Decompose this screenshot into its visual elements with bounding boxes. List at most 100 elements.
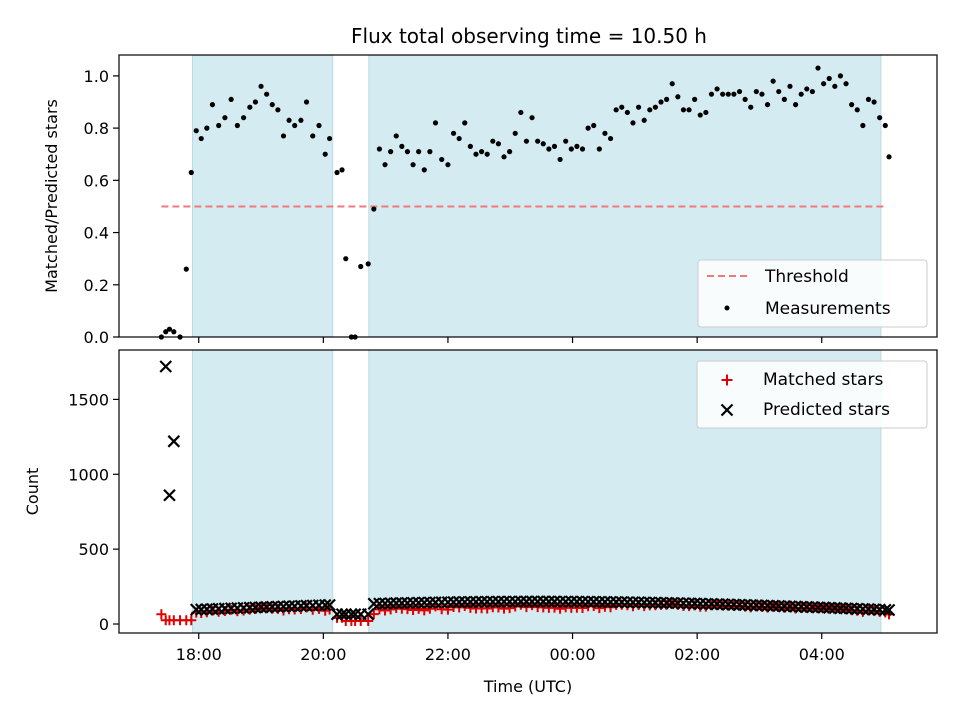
predicted-star-marker bbox=[345, 608, 358, 621]
matched-star-marker bbox=[555, 603, 566, 614]
measurement-point bbox=[652, 104, 659, 110]
predicted-star-marker bbox=[486, 595, 500, 609]
measurement-point bbox=[421, 167, 427, 173]
predicted-star-marker bbox=[348, 608, 362, 621]
measurement-point bbox=[664, 96, 670, 102]
x-tick-label: 18:00 bbox=[176, 645, 222, 664]
predicted-star-marker bbox=[447, 595, 460, 609]
predicted-star-marker bbox=[361, 608, 375, 621]
measurement-point bbox=[877, 115, 883, 121]
matched-star-marker bbox=[721, 374, 733, 386]
matched-star-marker bbox=[156, 609, 167, 620]
measurement-point bbox=[731, 91, 737, 97]
measurements-legend-label: Measurements bbox=[765, 299, 891, 319]
matched-legend-sample bbox=[721, 374, 733, 386]
predicted-star-marker bbox=[406, 596, 420, 610]
measurement-point bbox=[886, 154, 892, 160]
measurement-point bbox=[427, 149, 433, 155]
predicted-star-marker bbox=[688, 597, 701, 610]
measurement-point bbox=[871, 99, 877, 105]
matched-star-marker bbox=[408, 605, 419, 616]
measurement-point bbox=[647, 107, 653, 113]
predicted-star-marker bbox=[464, 595, 477, 609]
measurement-point bbox=[703, 109, 709, 116]
predicted-star-marker bbox=[615, 595, 629, 609]
predicted-star-marker bbox=[339, 608, 353, 621]
predicted-star-marker bbox=[441, 595, 455, 609]
measurement-point bbox=[382, 162, 388, 168]
measurement-point bbox=[280, 133, 287, 139]
measurement-point bbox=[854, 107, 860, 113]
predicted-star-marker bbox=[671, 596, 685, 610]
measurement-point bbox=[821, 81, 827, 87]
predicted-star-marker bbox=[576, 595, 589, 608]
predicted-star-marker bbox=[682, 597, 696, 610]
matched-star-marker bbox=[374, 604, 385, 615]
x-tick-label: 20:00 bbox=[300, 645, 346, 664]
predicted-star-marker bbox=[637, 596, 651, 609]
bottom-y-axis-label: Count bbox=[23, 468, 42, 516]
measurement-point bbox=[343, 256, 349, 262]
predicted-star-marker bbox=[632, 596, 645, 609]
measurement-point bbox=[602, 130, 608, 136]
predicted-star-marker bbox=[159, 360, 173, 373]
measurement-point bbox=[234, 122, 240, 129]
measurement-point bbox=[252, 99, 259, 105]
measurement-point bbox=[613, 107, 619, 113]
measurement-point bbox=[708, 91, 715, 97]
measurement-point bbox=[478, 149, 485, 155]
predicted-star-marker bbox=[649, 596, 662, 609]
measurement-point bbox=[326, 135, 333, 142]
measurement-point bbox=[781, 96, 787, 102]
measurement-point bbox=[303, 99, 310, 105]
measurement-point bbox=[507, 149, 513, 155]
predicted-star-marker bbox=[581, 595, 595, 609]
x-tick-label: 02:00 bbox=[674, 645, 720, 664]
predicted-star-marker bbox=[492, 595, 505, 608]
measurement-point bbox=[193, 128, 199, 134]
predicted-star-marker bbox=[514, 595, 528, 608]
measurement-point bbox=[501, 154, 507, 160]
predicted-star-marker bbox=[621, 595, 634, 609]
matched-star-marker bbox=[380, 605, 391, 616]
measurement-point bbox=[557, 156, 563, 163]
measurement-point bbox=[815, 65, 821, 71]
predicted-star-marker bbox=[660, 596, 673, 610]
measurement-point bbox=[591, 122, 597, 129]
predicted-star-marker bbox=[705, 597, 718, 611]
matched-star-marker bbox=[368, 609, 379, 620]
measurement-point bbox=[310, 133, 316, 139]
measurement-point bbox=[523, 138, 530, 144]
measurement-point bbox=[725, 91, 731, 97]
threshold-legend-label: Threshold bbox=[764, 267, 849, 287]
predicted-star-marker bbox=[626, 596, 640, 609]
measurement-point bbox=[546, 146, 552, 152]
predicted-star-marker bbox=[565, 595, 578, 608]
predicted-star-marker bbox=[548, 595, 561, 608]
measurement-point bbox=[669, 81, 675, 87]
matched-star-marker bbox=[482, 603, 493, 614]
measurement-point bbox=[798, 91, 804, 97]
measurements-legend-sample bbox=[724, 305, 730, 311]
predicted-legend-sample bbox=[720, 403, 734, 417]
measurement-point bbox=[764, 102, 771, 108]
measurement-point bbox=[619, 104, 625, 110]
measurement-point bbox=[316, 122, 322, 129]
measurement-point bbox=[630, 120, 636, 126]
measurement-point bbox=[334, 169, 340, 176]
measurement-point bbox=[804, 86, 810, 92]
measurement-point bbox=[371, 206, 377, 212]
measurement-point bbox=[753, 88, 759, 95]
measurement-point bbox=[692, 96, 698, 102]
predicted-star-marker bbox=[720, 403, 734, 417]
predicted-star-marker bbox=[373, 597, 386, 610]
predicted-legend-label: Predicted stars bbox=[763, 400, 890, 420]
measurement-point bbox=[222, 115, 228, 121]
predicted-star-marker bbox=[542, 595, 556, 608]
measurement-point bbox=[770, 78, 776, 84]
chart-title: Flux total observing time = 10.50 h bbox=[351, 24, 707, 48]
measurement-point bbox=[209, 102, 216, 108]
predicted-star-marker bbox=[423, 596, 437, 609]
matched-star-marker bbox=[413, 603, 424, 614]
